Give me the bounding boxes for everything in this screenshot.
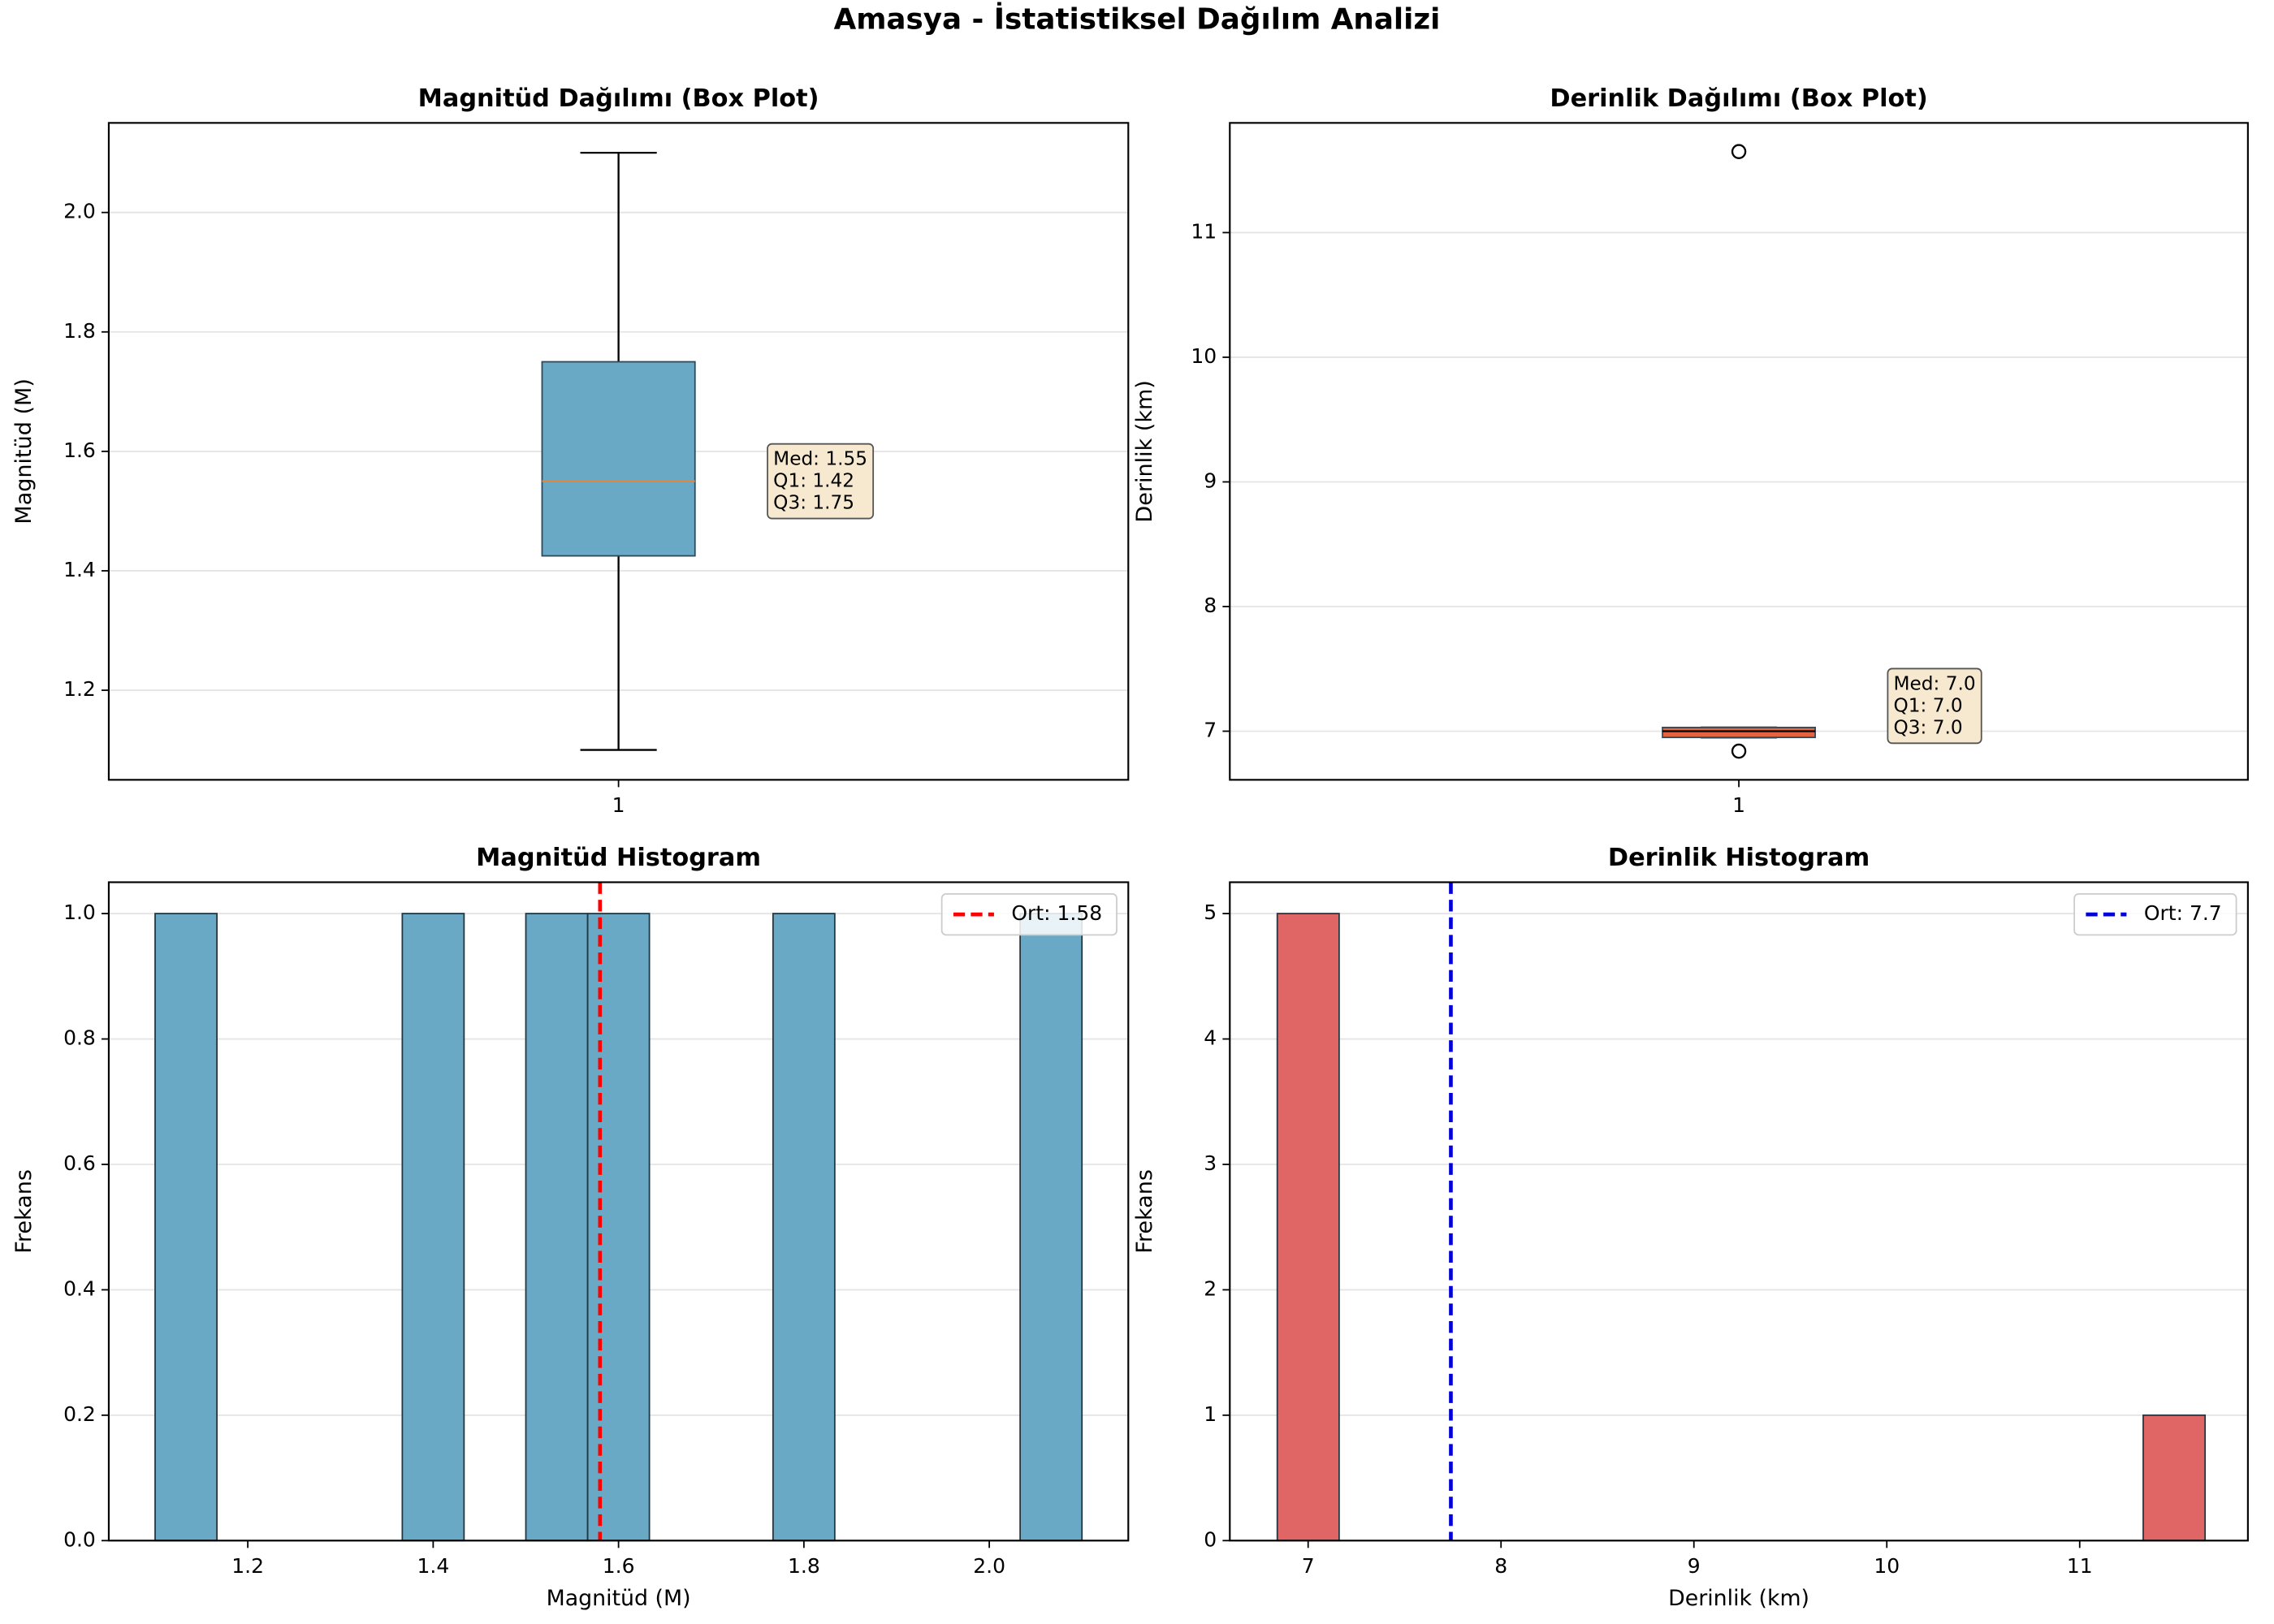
y-tick-label: 0.6 <box>63 1151 96 1175</box>
y-tick-label: 2.0 <box>63 200 96 223</box>
y-tick-label: 9 <box>1204 469 1217 492</box>
legend-label: Ort: 1.58 <box>1011 901 1102 925</box>
annotation-text: Med: 7.0 Q1: 7.0 Q3: 7.0 <box>1894 672 1976 738</box>
annotation-line: Q1: 7.0 <box>1894 694 1963 716</box>
figure-title: Amasya - İstatistiksel Dağılım Analizi <box>834 2 1441 36</box>
plot-frame <box>107 122 1130 781</box>
flier <box>1731 743 1747 759</box>
plot-frame <box>107 881 1130 1542</box>
legend-label: Ort: 7.7 <box>2144 901 2222 925</box>
y-axis-label: Frekans <box>11 1169 37 1254</box>
annotation-line: Med: 1.55 <box>773 447 867 469</box>
histogram-bar <box>772 913 836 1542</box>
y-axis-label: Frekans <box>1132 1169 1157 1254</box>
annotation-line: Med: 7.0 <box>1894 672 1976 694</box>
annotation-line: Q3: 1.75 <box>773 491 854 513</box>
histogram-bar <box>154 913 218 1542</box>
annotation-box <box>1887 667 1982 745</box>
y-tick-label: 11 <box>1191 219 1217 243</box>
x-axis-label: Derinlik (km) <box>1668 1586 1809 1611</box>
y-tick-label: 7 <box>1204 718 1217 741</box>
legend: Ort: 1.58 <box>940 893 1118 936</box>
x-tick-label: 10 <box>1874 1554 1900 1578</box>
y-tick-label: 3 <box>1204 1151 1217 1175</box>
x-tick-label: 11 <box>2067 1554 2093 1578</box>
flier <box>1731 144 1747 159</box>
x-tick-label: 1.8 <box>788 1554 820 1578</box>
histogram-bar <box>1276 913 1340 1542</box>
x-tick-label: 7 <box>1302 1554 1315 1578</box>
y-tick-label: 0.0 <box>63 1527 96 1551</box>
annotation-box <box>767 443 875 520</box>
plot-frame <box>1229 881 2249 1542</box>
y-tick-label: 1.4 <box>63 558 96 581</box>
legend-box <box>2073 893 2237 936</box>
y-axis-label: Magnitüd (M) <box>11 378 37 524</box>
legend: Ort: 7.7 <box>2073 893 2237 936</box>
y-axis-label: Derinlik (km) <box>1132 380 1157 522</box>
annotation-text: Med: 1.55 Q1: 1.42 Q3: 1.75 <box>773 447 867 513</box>
chart-title: Derinlik Dağılımı (Box Plot) <box>1550 84 1927 113</box>
chart-title: Magnitüd Histogram <box>476 844 761 872</box>
y-tick-label: 0.8 <box>63 1026 96 1049</box>
x-tick-label: 1 <box>1732 793 1745 817</box>
plot-frame <box>1229 122 2249 781</box>
x-tick-label: 1.4 <box>417 1554 449 1578</box>
x-tick-label: 9 <box>1688 1554 1701 1578</box>
y-tick-label: 0.2 <box>63 1402 96 1426</box>
y-tick-label: 0 <box>1204 1527 1217 1551</box>
legend-box <box>940 893 1118 936</box>
annotation-line: Q3: 7.0 <box>1894 716 1963 738</box>
y-tick-label: 1.0 <box>63 901 96 924</box>
y-tick-label: 8 <box>1204 594 1217 617</box>
y-tick-label: 1.2 <box>63 677 96 701</box>
x-tick-label: 1.2 <box>231 1554 264 1578</box>
x-tick-label: 1.6 <box>603 1554 635 1578</box>
annotation-line: Q1: 1.42 <box>773 469 854 491</box>
x-tick-label: 2.0 <box>973 1554 1005 1578</box>
x-axis-label: Magnitüd (M) <box>547 1586 691 1611</box>
annotation: Med: 1.55 Q1: 1.42 Q3: 1.75 <box>767 443 875 520</box>
chart-title: Derinlik Histogram <box>1608 844 1870 872</box>
y-tick-label: 2 <box>1204 1276 1217 1300</box>
chart-title: Magnitüd Dağılımı (Box Plot) <box>418 84 819 113</box>
histogram-bar <box>525 913 589 1542</box>
y-tick-label: 5 <box>1204 901 1217 924</box>
box <box>541 361 696 557</box>
y-tick-label: 10 <box>1191 344 1217 368</box>
histogram-bar <box>586 913 651 1542</box>
histogram-bar <box>1019 913 1083 1542</box>
y-tick-label: 1.6 <box>63 438 96 462</box>
x-tick-label: 1 <box>612 793 625 817</box>
y-tick-label: 4 <box>1204 1026 1217 1049</box>
box <box>1662 726 1816 739</box>
y-tick-label: 1 <box>1204 1402 1217 1426</box>
histogram-bar <box>401 913 465 1542</box>
y-tick-label: 1.8 <box>63 319 96 343</box>
histogram-bar <box>2142 1414 2207 1542</box>
x-tick-label: 8 <box>1494 1554 1507 1578</box>
y-tick-label: 0.4 <box>63 1276 96 1300</box>
annotation: Med: 7.0 Q1: 7.0 Q3: 7.0 <box>1887 667 1982 745</box>
